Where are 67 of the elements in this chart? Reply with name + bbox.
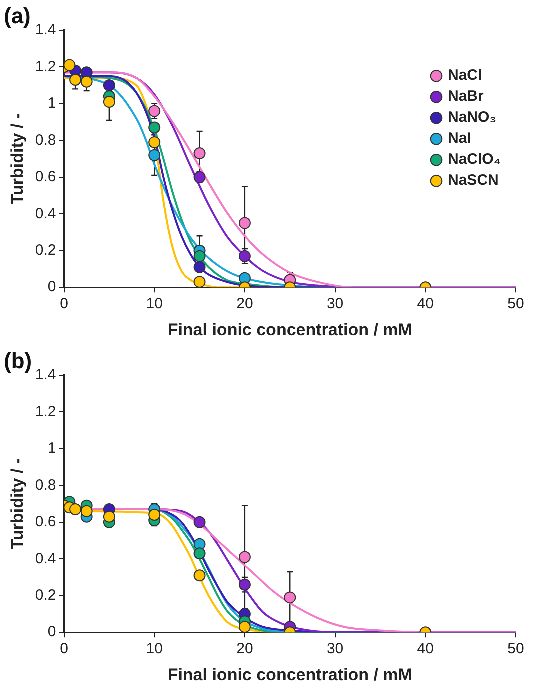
y-tick-label: 1.4 — [35, 366, 56, 384]
x-tick-label: 40 — [417, 296, 434, 313]
x-tick-label: 0 — [60, 296, 68, 313]
y-tick-label: 0.4 — [35, 205, 56, 222]
y-tick-label: 0.2 — [35, 242, 56, 259]
point — [238, 621, 251, 633]
point — [194, 516, 206, 528]
point — [284, 592, 296, 604]
y-tick-label: 1.2 — [35, 403, 56, 420]
y-tick-label: 0.8 — [35, 132, 56, 149]
y-tick-label: 1 — [48, 95, 56, 112]
legend-label: NaBr — [448, 88, 484, 106]
x-axis-title: Final ionic concentration / mM — [168, 665, 412, 684]
y-tick-label: 0.6 — [35, 168, 56, 186]
y-tick-label: 0.4 — [35, 550, 56, 568]
point — [194, 147, 206, 160]
point — [103, 80, 116, 92]
point — [80, 505, 93, 518]
point — [70, 74, 82, 86]
point — [148, 122, 161, 134]
legend-label: NaCl — [448, 67, 482, 84]
point — [194, 570, 206, 582]
point — [238, 551, 251, 564]
y-tick-label: 1 — [48, 440, 56, 458]
legend-label: NaSCN — [448, 172, 499, 190]
legend-label: NaI — [448, 130, 472, 148]
point — [194, 276, 206, 288]
point — [148, 105, 161, 118]
point — [148, 149, 161, 162]
x-tick-label: 10 — [146, 296, 163, 313]
point — [238, 578, 251, 591]
y-tick-label: 0 — [48, 278, 56, 296]
point — [80, 76, 93, 88]
point — [70, 504, 82, 516]
y-axis-title: Turbidity / - — [8, 458, 27, 550]
y-tick-label: 1.2 — [35, 58, 56, 76]
legend-label: NaNO₃ — [448, 109, 497, 126]
x-tick-label: 40 — [417, 640, 434, 658]
point — [194, 548, 206, 560]
point — [103, 510, 116, 523]
point — [103, 96, 116, 108]
point — [194, 171, 206, 184]
point — [148, 509, 161, 522]
point — [194, 261, 206, 274]
x-tick-label: 20 — [236, 640, 254, 658]
y-tick-label: 0 — [48, 624, 56, 641]
y-axis-title: Turbidity / - — [8, 113, 27, 205]
legend-label: NaClO₄ — [448, 151, 502, 168]
x-tick-label: 50 — [508, 640, 524, 658]
x-tick-label: 50 — [508, 296, 524, 313]
chart-title: (a) — [4, 3, 31, 28]
x-axis-title: Final ionic concentration / mM — [168, 320, 412, 340]
point — [194, 250, 206, 262]
point — [64, 59, 76, 72]
chart-title: (b) — [4, 348, 32, 374]
point — [148, 136, 161, 148]
y-tick-label: 1.4 — [35, 22, 56, 39]
y-tick-label: 0.8 — [35, 476, 56, 494]
x-tick-label: 10 — [146, 640, 163, 658]
x-tick-label: 20 — [236, 296, 254, 313]
point — [238, 250, 251, 262]
x-tick-label: 0 — [60, 640, 68, 658]
y-tick-label: 0.2 — [35, 587, 56, 604]
point — [238, 217, 251, 230]
y-tick-label: 0.6 — [35, 514, 56, 531]
x-tick-label: 30 — [326, 296, 344, 313]
x-tick-label: 30 — [326, 640, 344, 658]
